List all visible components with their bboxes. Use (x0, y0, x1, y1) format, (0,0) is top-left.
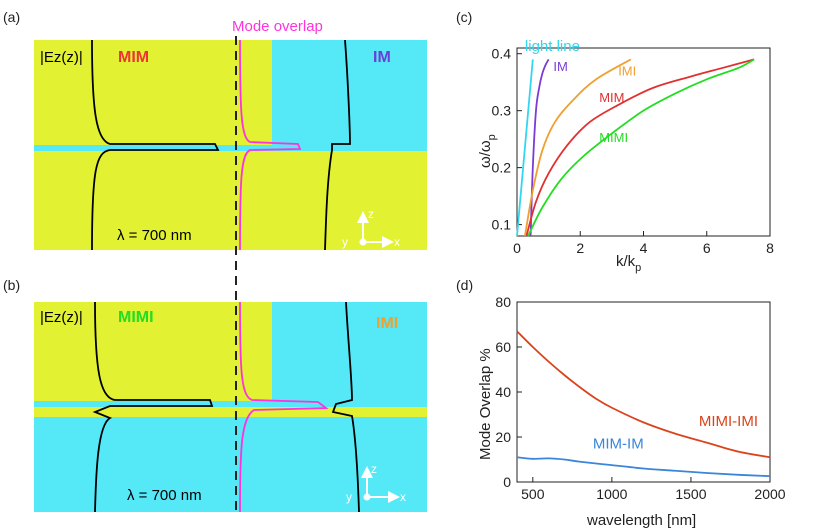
panel-a-mim-label: MIM (118, 49, 149, 66)
panel-d-series (516, 330, 771, 478)
panel-d-ytick-label: 40 (495, 384, 511, 400)
panel-a-field-mim (91, 39, 220, 251)
panel-d-axes-frame (516, 301, 771, 483)
panel-a-field-label: |Ez(z)| (40, 49, 83, 66)
panel-b-field-mimi (92, 301, 214, 513)
panel-a-metal-top-left (34, 40, 272, 145)
panel-a-axis-y: y (342, 235, 348, 249)
panel-c-xtick-label: 0 (513, 240, 521, 256)
panel-b-axis-z: z (371, 462, 377, 476)
panel-d-series-mimi-imi (516, 330, 771, 459)
panel-d-xlabel: wavelength [nm] (586, 512, 696, 529)
panel-c-xtick-label: 6 (703, 240, 711, 256)
panel-b-gap-layer (34, 401, 427, 407)
panel-a-gap-layer (34, 145, 427, 151)
panel-c-ticks: 0 2 4 6 8 0.1 0.2 0.3 0.4 (492, 46, 775, 256)
mode-overlap-title: Mode overlap (232, 18, 323, 35)
panel-d-label-mimi-imi: MIMI-IMI (699, 413, 758, 430)
panel-c-label-imi: IMI (618, 63, 636, 78)
panel-b-metal-film (34, 407, 427, 417)
panel-d-ytick-label: 80 (495, 294, 511, 310)
panel-c-series (516, 58, 755, 237)
panel-b-field-label: |Ez(z)| (40, 309, 83, 326)
panel-c-xtick-label: 8 (766, 240, 774, 256)
panel-b-axis-y: y (346, 490, 352, 504)
panel-a-wavelength: λ = 700 nm (117, 227, 192, 244)
panel-d-ytick-label: 0 (503, 474, 511, 490)
panel-b-axis-triad: z y x (346, 462, 406, 504)
panel-c-ytick-label: 0.3 (492, 103, 512, 119)
panel-c-series-imi (524, 58, 632, 237)
panel-d-xtick-label: 2000 (754, 486, 785, 502)
panel-c-label-mim: MIM (599, 90, 624, 105)
panel-c-ytick-label: 0.2 (492, 160, 512, 176)
panel-a-field-im (324, 39, 351, 251)
panel-c-ytick-label: 0.4 (492, 46, 512, 62)
panel-d-ytick-label: 60 (495, 339, 511, 355)
panel-c-series-im (529, 58, 550, 237)
panel-a-axis-z: z (368, 207, 374, 221)
panel-b-tag: (b) (3, 277, 20, 293)
panel-b-metal-top-left (34, 302, 272, 401)
panel-a-tag: (a) (3, 9, 20, 25)
panel-c-xtick-label: 4 (640, 240, 648, 256)
panel-b-dielectric-bottom (34, 417, 427, 512)
panel-a: (a) Mode overlap |Ez(z)| MIM IM λ = 700 … (3, 9, 427, 251)
panel-b-overlap-profile (239, 301, 329, 513)
panel-d-xtick-label: 500 (521, 486, 545, 502)
panel-d-label-mim-im: MIM-IM (593, 435, 644, 452)
panel-c-label-im: IM (553, 59, 567, 74)
panel-d-ticks: 500 1000 1500 2000 0 20 40 60 80 (495, 294, 785, 502)
panel-c-series-light-line (516, 59, 534, 237)
panel-d-series-mim-im (516, 456, 771, 478)
panel-c-ytick-label: 0.1 (492, 217, 512, 233)
panel-a-metal-bottom (34, 151, 427, 250)
panel-a-im-label: IM (373, 49, 391, 66)
panel-c-series-mim (525, 58, 755, 237)
panel-c-xtick-label: 2 (576, 240, 584, 256)
panel-a-overlap-profile (239, 39, 302, 251)
panel-a-axis-x: x (394, 235, 400, 249)
panel-d-tag: (d) (456, 277, 473, 293)
panel-c-label-mimi: MIMI (599, 130, 628, 145)
panel-c-axes-frame (516, 47, 771, 237)
panel-b-field-imi (331, 301, 360, 513)
panel-b-imi-label: IMI (376, 315, 398, 332)
panel-c-tag: (c) (456, 9, 472, 25)
panel-c-xlabel: k/kp (616, 253, 641, 274)
panel-b-mimi-label: MIMI (118, 309, 154, 326)
panel-a-axis-triad: z y x (342, 207, 400, 249)
panel-b-axis-x: x (400, 490, 406, 504)
panel-b: (b) |Ez(z)| MIMI IMI λ = 700 nm z y x (3, 277, 427, 513)
panel-d-ylabel: Mode Overlap % (477, 348, 494, 460)
panel-d-xtick-label: 1500 (675, 486, 706, 502)
panel-c-label-light-line: light line (525, 38, 580, 55)
panel-d-ytick-label: 20 (495, 429, 511, 445)
panel-d-curve-labels: MIMI-IMI MIM-IM (593, 413, 758, 453)
panel-c-series-mimi (527, 58, 755, 237)
panel-c-ylabel: ω/ωp (477, 134, 498, 168)
panel-b-wavelength: λ = 700 nm (127, 487, 202, 504)
panel-d-xtick-label: 1000 (596, 486, 627, 502)
